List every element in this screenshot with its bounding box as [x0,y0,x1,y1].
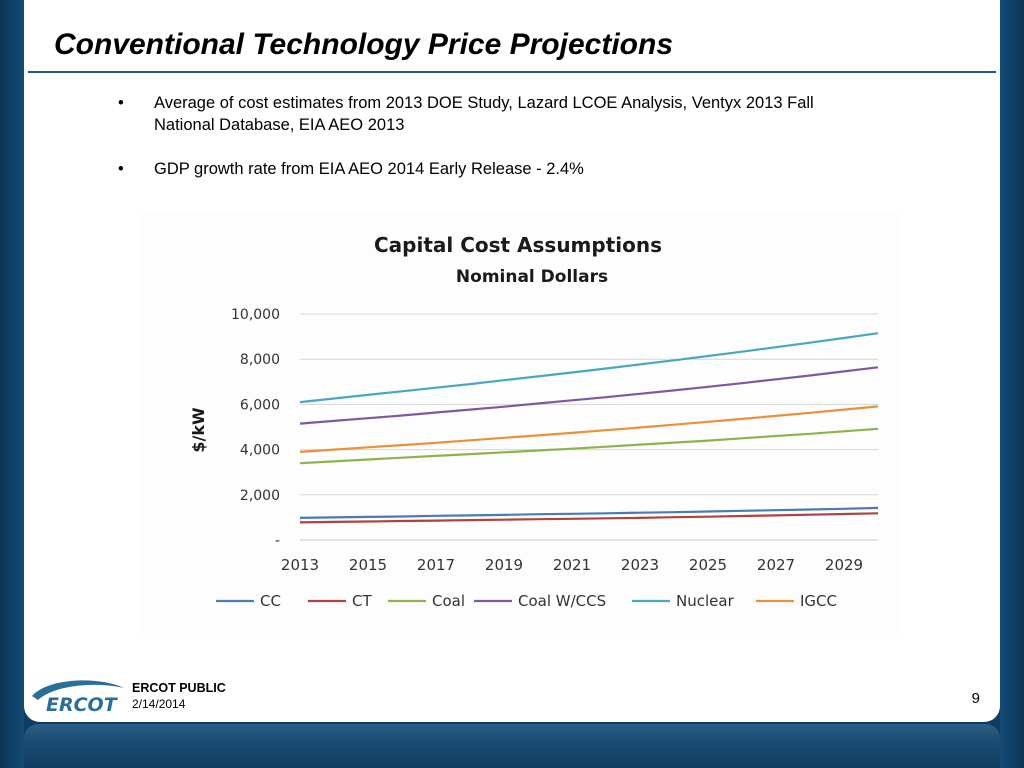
series-line-igcc [299,405,879,453]
x-tick-label: 2029 [825,556,863,574]
y-tick-label: 4,000 [240,443,280,459]
bullet-item: • GDP growth rate from EIA AEO 2014 Earl… [118,158,858,180]
x-tick-label: 2013 [281,556,319,574]
series-line-coal-w-ccs [299,366,879,425]
logo-text: ERCOT [46,694,119,716]
slide: Conventional Technology Price Projection… [24,0,1000,722]
x-tick-label: 2015 [349,556,387,574]
y-tick-label: 8,000 [240,352,280,368]
series-line-nuclear [299,332,879,404]
chart-container: Capital Cost Assumptions Nominal Dollars… [138,212,902,638]
title-underline [28,71,996,73]
grid-layer [300,313,878,541]
legend-label: Coal W/CCS [518,592,606,610]
bullet-list: • Average of cost estimates from 2013 DO… [118,92,858,202]
legend-label: CC [260,592,281,610]
bullet-item: • Average of cost estimates from 2013 DO… [118,92,858,136]
logo-swoosh [32,680,124,700]
slide-title: Conventional Technology Price Projection… [54,28,673,61]
chart-subtitle: Nominal Dollars [456,267,608,287]
y-tick-label: 10,000 [231,307,280,323]
x-tick-label: 2017 [417,556,455,574]
series-line-coal [299,427,879,465]
capital-cost-chart: Capital Cost Assumptions Nominal Dollars… [189,233,879,610]
frame-right [1000,0,1024,768]
x-tick-label: 2025 [689,556,727,574]
y-tick-label: - [275,533,280,549]
page-number: 9 [971,690,980,707]
legend-label: Nuclear [676,592,735,610]
y-tick-label: 6,000 [240,397,280,413]
chart-legend: CC CT Coal Coal W/CCS Nuclear IGCC [216,592,837,610]
bullet-text: Average of cost estimates from 2013 DOE … [154,94,814,134]
legend-label: Coal [432,592,465,610]
y-axis-label: $/kW [189,407,208,453]
y-tick-labels: - 2,000 4,000 6,000 8,000 10,000 [231,307,280,549]
series-layer [299,332,879,524]
x-tick-labels: 2013 2015 2017 2019 2021 2023 2025 2027 2029 [281,556,863,574]
footer-info: ERCOT PUBLIC 2/14/2014 [132,680,226,712]
x-tick-label: 2023 [621,556,659,574]
x-tick-label: 2027 [757,556,795,574]
footer-date: 2/14/2014 [132,697,186,711]
y-tick-label: 2,000 [240,488,280,504]
bullet-text: GDP growth rate from EIA AEO 2014 Early … [154,160,584,178]
x-tick-label: 2021 [553,556,591,574]
frame-left [0,0,24,768]
legend-label: IGCC [800,592,837,610]
x-tick-label: 2019 [485,556,523,574]
legend-label: CT [352,592,372,610]
bullet-marker: • [118,160,124,178]
bullet-marker: • [118,94,124,112]
frame-bottom [24,724,1000,768]
ercot-logo: ERCOT [28,674,128,723]
chart-title: Capital Cost Assumptions [374,233,662,257]
series-line-cc [299,506,879,519]
series-line-ct [299,512,879,524]
footer-classification: ERCOT PUBLIC [132,681,226,695]
